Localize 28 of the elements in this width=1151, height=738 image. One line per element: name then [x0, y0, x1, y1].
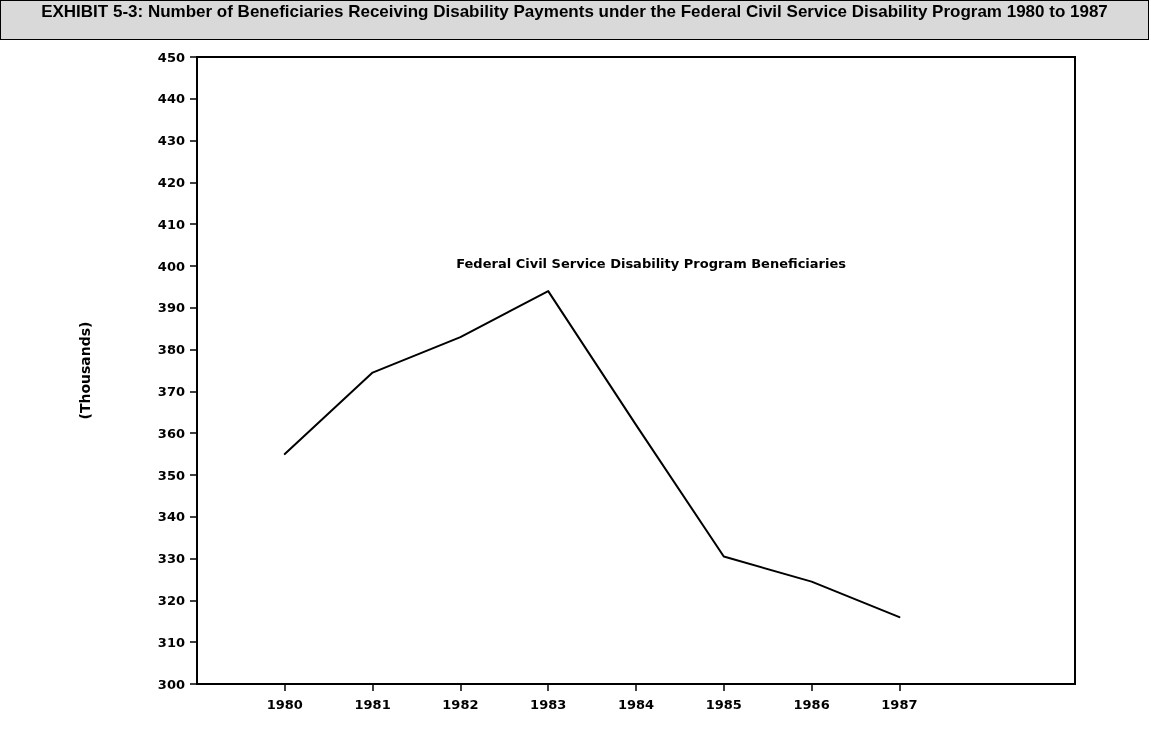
x-tick-label: 1985 [705, 697, 742, 712]
y-tick-label: 420 [157, 174, 185, 190]
x-tick-label: 1981 [354, 697, 391, 712]
chart-title: EXHIBIT 5-3: Number of Beneficiaries Receiving Disability Payments under the Federal Civil Service Disability Program 1980 to 1987 [0, 0, 1149, 40]
text: Federal Civil Service Disability Program Beneficiaries [456, 256, 847, 272]
y-tick-label: 350 [157, 467, 185, 483]
y-tick-label: 440 [157, 91, 185, 107]
y-tick-label: 450 [157, 49, 185, 65]
y-tick-label: 300 [157, 676, 185, 692]
y-axis-title: (Thousands) [77, 321, 93, 420]
x-tick-label: 1980 [266, 697, 303, 712]
y-tick-label: 370 [157, 383, 185, 399]
y-tick-label: 340 [157, 509, 185, 525]
y-tick-label: 390 [157, 300, 185, 316]
x-tick-label: 1983 [530, 697, 567, 712]
y-tick-label: 430 [157, 133, 185, 149]
y-tick-label: 380 [157, 342, 185, 358]
y-tick-label: 400 [157, 258, 185, 274]
y-tick-label: 320 [157, 592, 185, 608]
y-tick-label: 360 [157, 425, 185, 441]
line-series [283, 290, 901, 619]
x-tick-label: 1986 [793, 697, 830, 712]
x-tick-label: 1987 [881, 697, 918, 712]
y-tick-label: 310 [157, 634, 185, 650]
x-tick-label: 1984 [617, 697, 655, 712]
y-tick-label: 410 [157, 216, 185, 232]
x-tick-label: 1982 [442, 697, 479, 712]
y-tick-label: 330 [157, 551, 185, 567]
